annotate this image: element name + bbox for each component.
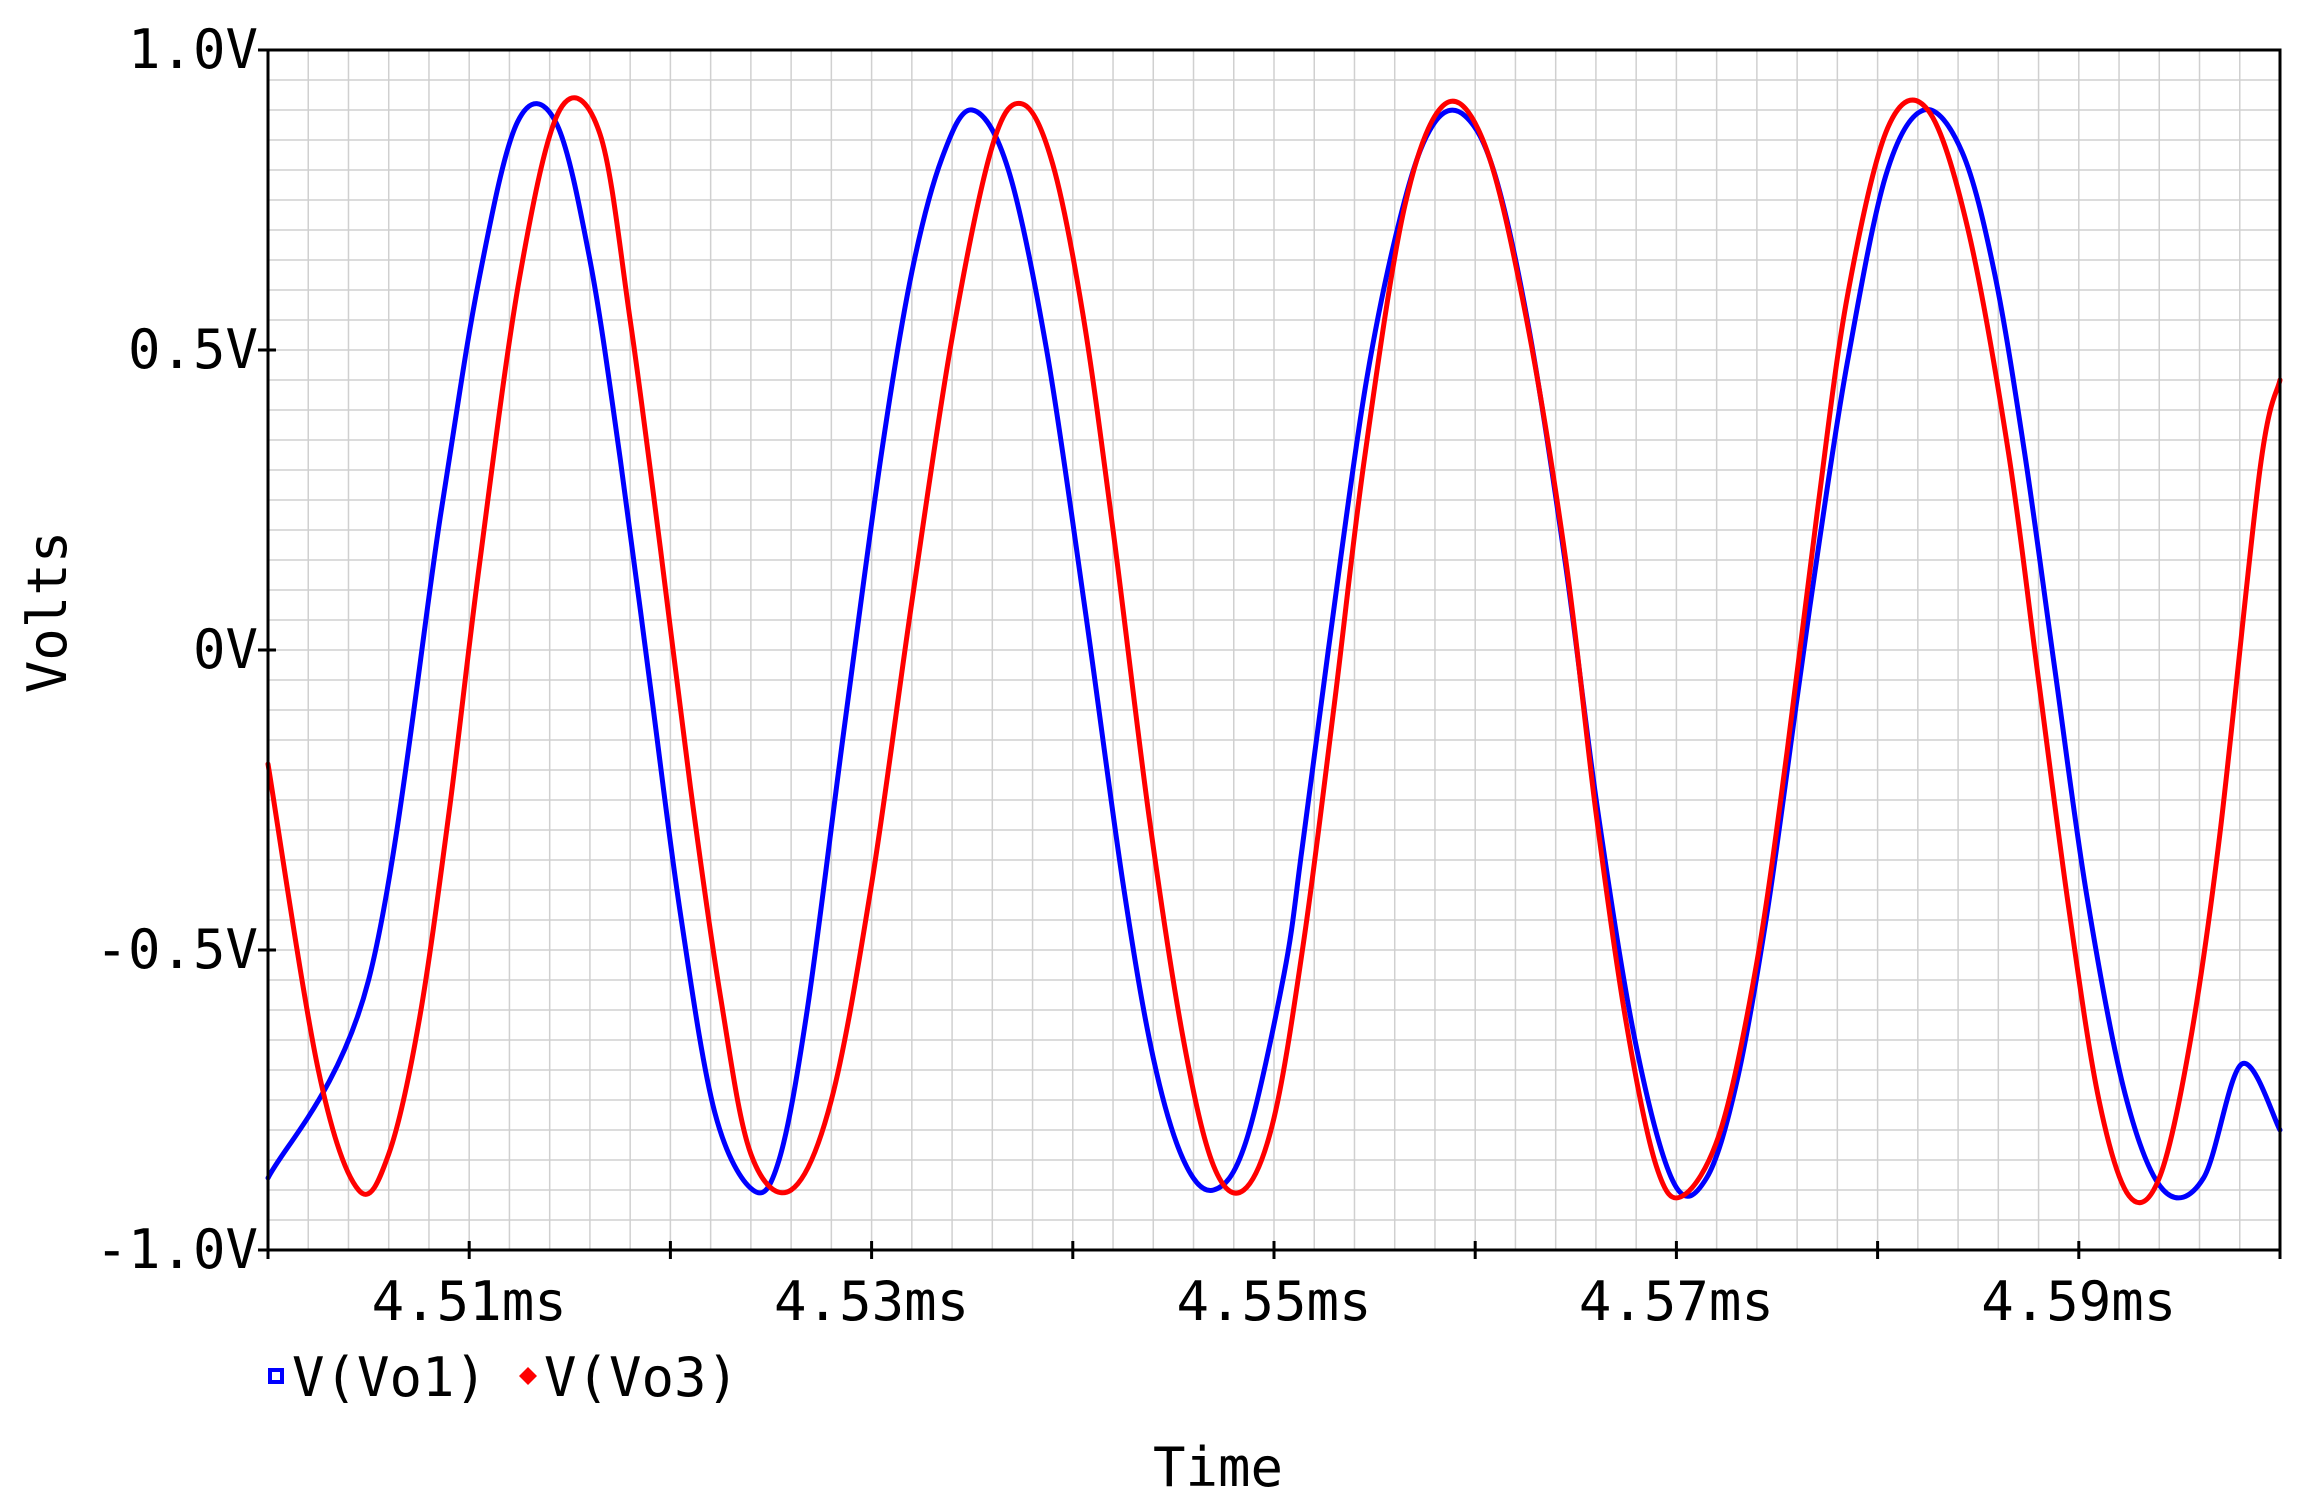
series-line-1 xyxy=(265,101,2283,1201)
y-axis-title: Volts xyxy=(16,531,79,694)
y-tick-label: -0.5V xyxy=(95,918,258,981)
x-tick-labels: 4.51ms 4.53ms 4.55ms 4.57ms 4.59ms xyxy=(372,1270,2177,1333)
x-tick-label: 4.59ms xyxy=(1981,1270,2176,1333)
y-tick-label: -1.0V xyxy=(95,1218,258,1281)
legend-marker-2 xyxy=(519,1367,537,1385)
legend-label-1: V(Vo1) xyxy=(292,1346,487,1409)
ticks xyxy=(258,48,2282,1259)
legend: V(Vo1) V(Vo3) xyxy=(268,1346,739,1409)
y-tick-label: 1.0V xyxy=(128,18,258,81)
x-tick-label: 4.53ms xyxy=(774,1270,969,1333)
x-tick-label: 4.51ms xyxy=(372,1270,567,1333)
x-tick-label: 4.57ms xyxy=(1579,1270,1774,1333)
series-layer xyxy=(265,95,2283,1206)
legend-label-2: V(Vo3) xyxy=(544,1346,739,1409)
legend-marker-1 xyxy=(268,1368,284,1384)
y-tick-labels: 1.0V 0.5V 0V -0.5V -1.0V xyxy=(95,18,258,1281)
x-tick-label: 4.55ms xyxy=(1176,1270,1371,1333)
y-tick-label: 0V xyxy=(193,618,258,681)
series-line-2 xyxy=(265,95,2283,1206)
y-tick-label: 0.5V xyxy=(128,318,258,381)
grid xyxy=(268,50,2280,1250)
x-axis-title: Time xyxy=(1153,1436,1283,1499)
